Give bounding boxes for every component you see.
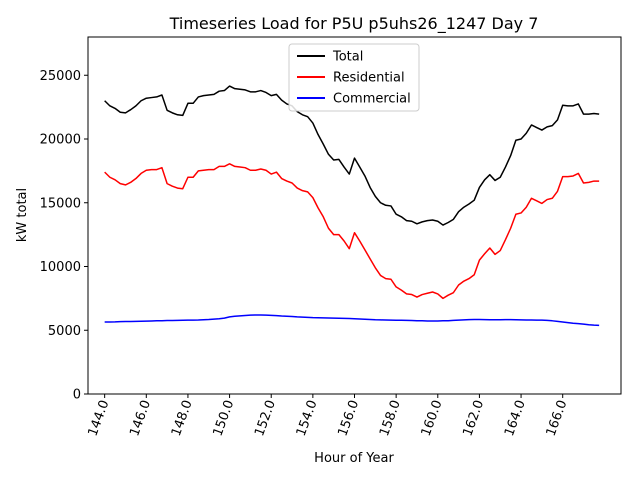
legend-label-commercial: Commercial: [333, 92, 411, 107]
y-tick-label: 15000: [40, 196, 81, 211]
y-tick-label: 10000: [40, 260, 81, 275]
y-axis-label: kW total: [15, 188, 30, 242]
legend-label-residential: Residential: [333, 71, 405, 86]
series-line-total: [104, 85, 600, 226]
series-lines: [104, 85, 600, 327]
series-line-commercial: [104, 314, 600, 327]
y-tick-label: 0: [73, 388, 81, 403]
y-tick-label: 5000: [48, 324, 81, 339]
legend-box: [288, 43, 420, 112]
y-tick-label: 20000: [40, 133, 81, 148]
y-tick-label: 25000: [40, 69, 81, 84]
legend-label-total: Total: [332, 50, 363, 65]
series-line-residential: [104, 163, 600, 300]
x-axis-label: Hour of Year: [314, 451, 394, 466]
chart-title: Timeseries Load for P5U p5uhs26_1247 Day…: [169, 14, 539, 34]
legend: Total Residential Commercial: [288, 43, 420, 112]
